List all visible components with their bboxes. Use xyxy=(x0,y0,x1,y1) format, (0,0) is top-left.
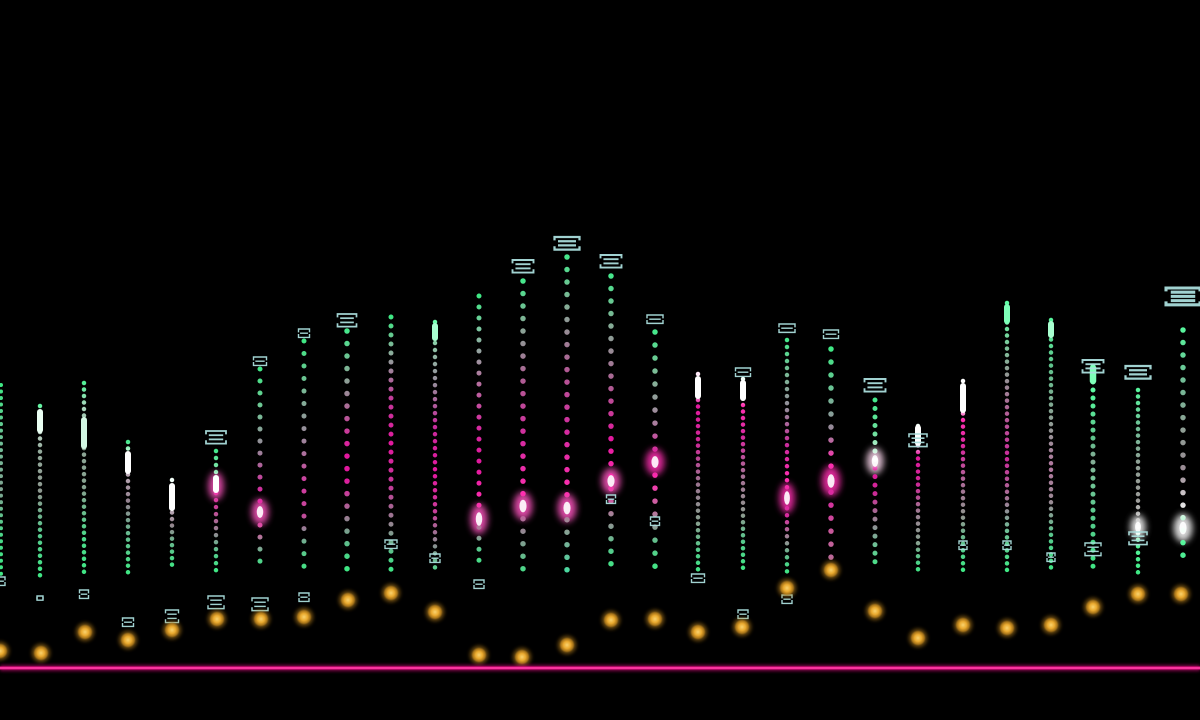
dot-columns-layer xyxy=(0,254,1187,582)
orange-dot xyxy=(1130,586,1146,602)
column-glow-core xyxy=(563,501,571,515)
column-top-marker xyxy=(822,329,840,340)
orange-dot xyxy=(383,585,399,601)
orange-dot xyxy=(1085,599,1101,615)
orange-dot xyxy=(999,620,1015,636)
baseline-core xyxy=(0,667,1200,669)
column-top-marker xyxy=(511,259,535,274)
column-bottom-marker xyxy=(0,576,6,587)
column-bottom-marker xyxy=(121,617,135,628)
column-glow-core xyxy=(213,479,219,493)
orange-dot xyxy=(1043,617,1059,633)
column-glow-core xyxy=(256,506,264,518)
orange-dot xyxy=(164,622,180,638)
column-glow-core xyxy=(784,491,790,505)
orange-dots-layer xyxy=(0,559,1192,668)
orange-dot xyxy=(296,609,312,625)
orange-dot xyxy=(603,612,619,628)
orange-dot xyxy=(910,630,926,646)
column-glow-core xyxy=(607,475,615,487)
orange-dot xyxy=(647,611,663,627)
column-glow-core xyxy=(651,456,659,468)
column-top-marker xyxy=(252,356,268,367)
orange-dot xyxy=(427,604,443,620)
orange-dot xyxy=(955,617,971,633)
column-bottom-marker xyxy=(78,589,90,600)
orange-dot xyxy=(1173,586,1189,602)
orange-dot xyxy=(471,647,487,663)
column-bottom-marker xyxy=(690,573,706,584)
column-glow-core xyxy=(871,455,879,467)
column-bottom-marker xyxy=(36,595,44,601)
orange-dot xyxy=(77,624,93,640)
column-top-marker xyxy=(553,235,581,251)
column-top-marker xyxy=(734,367,752,378)
column-glow-core xyxy=(1179,521,1187,535)
column-mid-marker xyxy=(1046,552,1056,563)
column-top-marker xyxy=(1164,286,1200,307)
orange-dot xyxy=(514,649,530,665)
column-mid-marker xyxy=(1128,531,1148,546)
column-top-marker xyxy=(599,254,623,269)
column-top-marker xyxy=(1124,364,1152,380)
orange-dot xyxy=(559,637,575,653)
glow-layer xyxy=(0,251,1193,584)
orange-dot xyxy=(779,580,795,596)
baseline-layer xyxy=(0,665,1200,671)
column-bottom-marker xyxy=(207,595,225,610)
markers-layer xyxy=(0,235,1200,628)
orange-dot xyxy=(690,624,706,640)
column-mid-marker xyxy=(1084,542,1102,557)
orange-dot xyxy=(120,632,136,648)
column-top-marker xyxy=(1081,359,1105,374)
column-mid-marker xyxy=(605,494,617,505)
column-top-marker xyxy=(778,323,796,334)
column-mid-marker xyxy=(1002,540,1012,551)
orange-dot xyxy=(867,603,883,619)
column-mid-marker xyxy=(429,553,441,564)
column-bottom-marker xyxy=(251,597,269,612)
column-glow-core xyxy=(519,499,527,513)
column-top-marker xyxy=(297,328,311,339)
column-top-marker xyxy=(205,430,227,445)
column-top-marker xyxy=(908,433,928,448)
orange-dot xyxy=(209,611,225,627)
orange-dot xyxy=(0,643,8,659)
column-glow-core xyxy=(827,474,835,488)
column-mid-marker xyxy=(958,540,968,551)
column-top-marker xyxy=(336,313,358,328)
column-bottom-marker xyxy=(298,592,310,603)
orange-dot xyxy=(253,611,269,627)
column-mid-marker xyxy=(649,516,661,527)
orange-dot xyxy=(734,619,750,635)
column-glow-core xyxy=(1135,521,1141,533)
orange-dot xyxy=(823,562,839,578)
column-top-marker xyxy=(646,314,664,325)
orange-dot xyxy=(33,645,49,661)
column-bottom-marker xyxy=(473,579,485,590)
column-mid-marker xyxy=(384,539,398,550)
column-top-marker xyxy=(863,378,887,393)
column-glow-core xyxy=(475,512,483,526)
orange-dot xyxy=(340,592,356,608)
